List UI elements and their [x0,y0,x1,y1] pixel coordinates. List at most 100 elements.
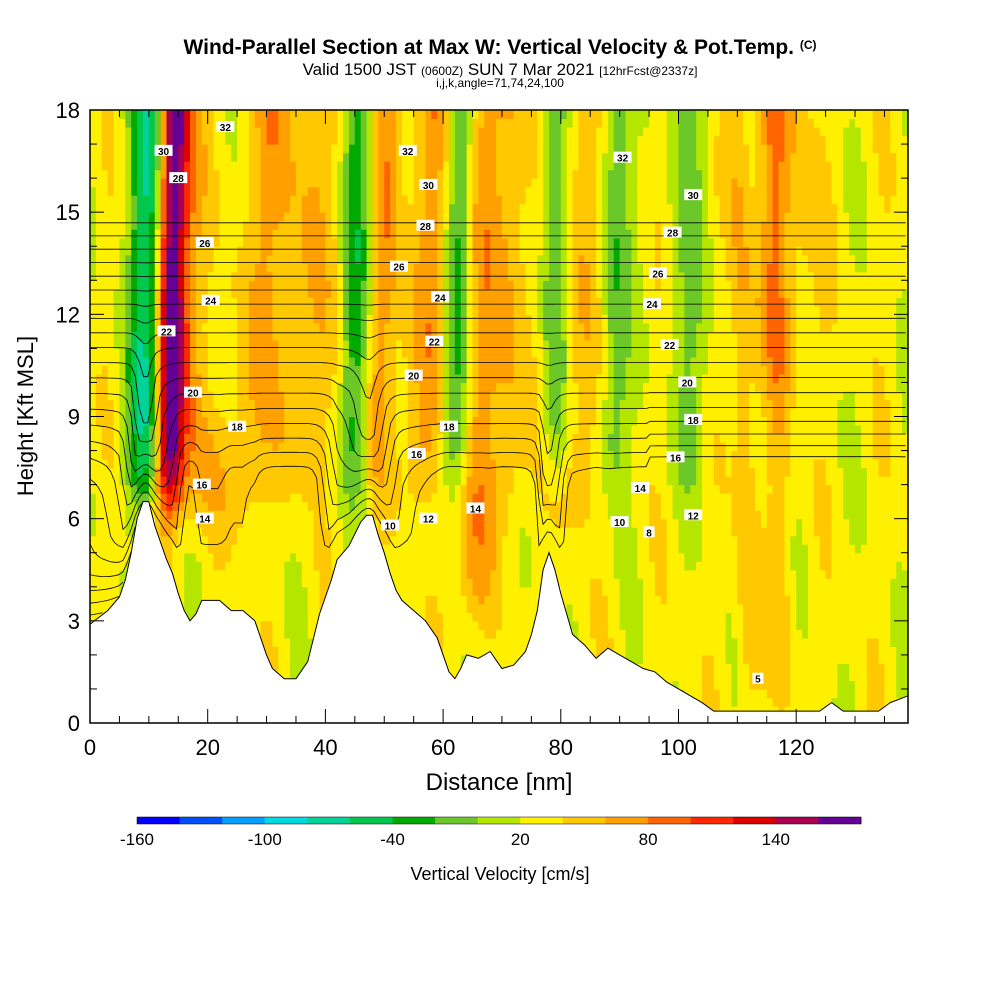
velocity-cell [578,493,585,503]
velocity-cell [507,535,515,545]
velocity-cell [195,144,203,154]
velocity-cell [378,493,385,503]
velocity-cell [466,510,474,520]
velocity-cell [166,493,173,503]
velocity-cell [266,229,274,239]
velocity-cell [396,203,403,213]
velocity-cell [243,501,250,511]
velocity-cell [549,152,556,162]
velocity-cell [113,195,121,205]
velocity-cell [184,595,191,605]
velocity-cell [178,390,185,401]
velocity-cell [284,203,291,213]
velocity-cell [507,331,515,341]
velocity-cell [390,510,397,520]
velocity-cell [195,339,203,349]
velocity-cell [307,467,315,477]
velocity-cell [460,586,468,596]
velocity-cell [496,331,503,341]
velocity-cell [166,305,173,315]
velocity-cell [166,484,173,494]
velocity-cell [301,637,309,647]
velocity-cell [366,433,374,443]
velocity-cell [331,314,338,324]
velocity-cell [413,322,421,332]
velocity-cell [437,135,444,145]
velocity-cell [407,433,415,443]
velocity-cell [501,595,509,605]
velocity-cell [525,407,532,418]
velocity-cell [448,603,456,613]
velocity-cell [207,280,215,290]
velocity-cell [478,178,485,188]
velocity-cell [401,518,409,528]
velocity-cell [572,510,580,520]
velocity-cell [472,178,479,188]
velocity-cell [554,561,562,571]
velocity-cell [178,152,185,162]
velocity-cell [313,442,321,452]
velocity-cell [478,331,485,341]
velocity-cell [390,561,397,571]
velocity-cell [331,297,338,307]
velocity-cell [172,297,179,307]
velocity-cell [213,288,221,298]
velocity-cell [496,254,503,264]
velocity-cell [384,297,391,307]
velocity-cell [378,152,385,162]
velocity-cell [260,118,268,128]
velocity-cell [454,476,462,486]
velocity-cell [219,339,226,349]
velocity-cell [295,195,303,205]
velocity-cell [237,229,244,239]
velocity-cell [401,254,409,264]
velocity-cell [425,169,432,179]
velocity-cell [131,501,138,511]
velocity-cell [549,314,556,324]
velocity-cell [172,561,179,571]
velocity-cell [566,246,574,256]
velocity-cell [243,467,250,477]
velocity-cell [460,646,468,656]
velocity-cell [478,152,485,162]
velocity-cell [295,152,303,162]
velocity-cell [119,425,126,435]
velocity-cell [501,212,509,222]
velocity-cell [401,433,409,443]
velocity-cell [295,280,303,290]
velocity-cell [107,561,115,571]
velocity-cell [525,476,532,486]
velocity-cell [549,527,556,537]
velocity-cell [207,220,215,230]
velocity-cell [513,127,521,137]
velocity-cell [331,510,338,520]
velocity-cell [448,331,456,341]
velocity-cell [543,467,550,477]
velocity-cell [519,442,527,452]
velocity-cell [448,484,456,494]
velocity-cell [366,229,374,239]
velocity-cell [496,127,503,137]
velocity-cell [507,254,515,264]
velocity-cell [472,127,479,137]
velocity-cell [184,110,191,120]
velocity-cell [554,552,562,562]
velocity-cell [519,603,527,613]
velocity-cell [519,297,527,307]
velocity-cell [531,195,538,205]
velocity-cell [266,297,274,307]
velocity-cell [378,407,385,418]
velocity-cell [213,305,221,315]
velocity-cell [343,365,350,375]
velocity-cell [501,603,509,613]
velocity-cell [496,561,503,571]
velocity-cell [572,552,580,562]
velocity-cell [219,144,226,154]
velocity-cell [478,425,485,435]
velocity-cell [507,578,515,588]
velocity-cell [195,229,203,239]
velocity-cell [307,135,315,145]
velocity-cell [301,467,309,477]
velocity-cell [195,161,203,171]
velocity-cell [537,365,544,375]
